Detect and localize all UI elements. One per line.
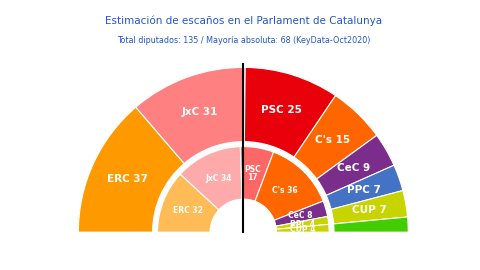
Wedge shape (255, 152, 323, 220)
Text: CeC 9: CeC 9 (337, 163, 371, 173)
Text: ERC 37: ERC 37 (107, 174, 148, 184)
Wedge shape (244, 68, 336, 157)
Wedge shape (294, 96, 377, 179)
Wedge shape (334, 217, 408, 232)
Text: CUP 7: CUP 7 (352, 205, 386, 215)
Text: PPC 4: PPC 4 (289, 220, 314, 229)
Text: Estimación de escaños en el Parlament de Catalunya: Estimación de escaños en el Parlament de… (105, 16, 382, 26)
Text: C's 15: C's 15 (314, 135, 349, 145)
Text: OCT-2020: OCT-2020 (78, 239, 134, 249)
Text: PSC 25: PSC 25 (261, 105, 302, 115)
Wedge shape (331, 191, 408, 224)
Text: PSC
17: PSC 17 (244, 165, 261, 182)
Text: NOV-2017: NOV-2017 (164, 239, 203, 248)
Text: Total diputados: 135 / Mayoría absoluta: 68 (KeyData-Oct2020): Total diputados: 135 / Mayoría absoluta:… (117, 36, 370, 45)
Text: ERC 32: ERC 32 (173, 206, 203, 215)
Bar (37, 232, 449, 270)
Wedge shape (180, 147, 242, 210)
Text: JxC 31: JxC 31 (181, 107, 218, 117)
Wedge shape (157, 174, 219, 232)
Wedge shape (274, 201, 327, 226)
Text: JxC 34: JxC 34 (205, 174, 232, 183)
Circle shape (210, 199, 276, 265)
Text: CUP 4: CUP 4 (290, 225, 315, 234)
Wedge shape (240, 147, 274, 201)
Wedge shape (317, 135, 394, 195)
Text: PPC 7: PPC 7 (347, 185, 381, 195)
Wedge shape (276, 217, 329, 229)
Text: C's 36: C's 36 (272, 185, 298, 195)
Wedge shape (136, 68, 245, 164)
Wedge shape (78, 107, 184, 232)
Text: CeC 8: CeC 8 (288, 211, 312, 220)
Wedge shape (276, 224, 329, 232)
Wedge shape (326, 165, 403, 209)
